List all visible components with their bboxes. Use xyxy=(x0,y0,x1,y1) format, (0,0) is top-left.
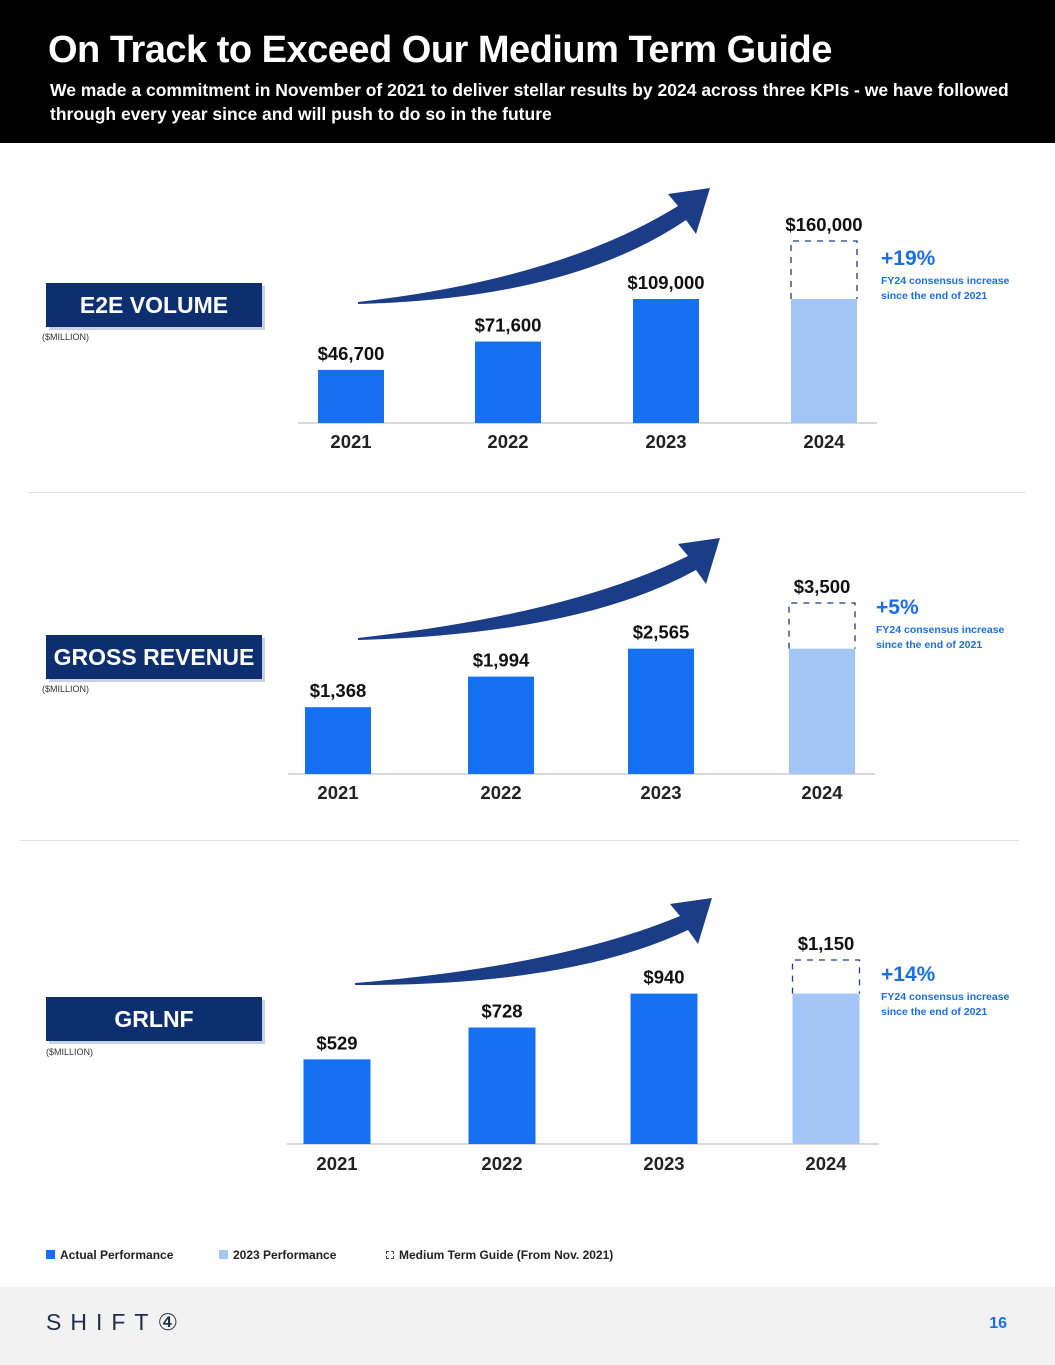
delta-note: FY24 consensus increase xyxy=(876,624,1005,636)
legend-swatch-guide xyxy=(386,1251,394,1259)
bar-2022 xyxy=(468,1027,536,1144)
category-label: 2024 xyxy=(801,782,843,803)
growth-arrow xyxy=(358,188,710,304)
medium-term-guide-box xyxy=(791,959,861,994)
bar-2022 xyxy=(475,341,541,423)
medium-term-guide-box xyxy=(790,240,858,300)
section-divider xyxy=(28,492,1026,493)
delta-note: since the end of 2021 xyxy=(881,290,987,302)
category-label: 2024 xyxy=(803,431,845,452)
bar-2024 xyxy=(791,299,857,423)
shift4-logo: SHIFT④ xyxy=(46,1309,188,1335)
unit-label-e2e-volume: ($MILLION) xyxy=(42,332,90,342)
bar-2023 xyxy=(630,993,698,1144)
legend-label-2023-performance: 2023 Performance xyxy=(233,1248,337,1262)
bar-2024 xyxy=(792,993,860,1144)
header-banner: On Track to Exceed Our Medium Term Guide… xyxy=(0,0,1055,143)
bar-value-label: $529 xyxy=(316,1032,357,1053)
gross-revenue-chart: $1,368 2021 $1,994 2022 $2,565 2023 $3,500 2024… xyxy=(288,538,1005,803)
bar-value-label: $1,368 xyxy=(310,680,367,701)
legend-item-actual: Actual Performance xyxy=(46,1247,173,1263)
bar-value-label: $1,150 xyxy=(798,933,855,954)
section-divider xyxy=(20,840,1019,841)
delta-percent: +5% xyxy=(876,596,919,619)
category-label: 2021 xyxy=(330,431,371,452)
delta-note: since the end of 2021 xyxy=(881,1006,987,1018)
category-label: 2022 xyxy=(481,1153,522,1174)
delta-note: FY24 consensus increase xyxy=(881,991,1010,1003)
category-label: 2022 xyxy=(487,431,528,452)
delta-note: since the end of 2021 xyxy=(876,639,982,651)
unit-label-grlnf: ($MILLION) xyxy=(46,1047,94,1057)
bar-value-label: $109,000 xyxy=(627,272,704,293)
category-label: 2023 xyxy=(645,431,686,452)
growth-arrow xyxy=(355,898,712,986)
e2e-volume-chart: $46,700 2021 $71,600 2022 $109,000 2023 $160,0… xyxy=(298,188,1010,452)
category-label: 2023 xyxy=(640,782,681,803)
delta-percent: +14% xyxy=(881,963,936,986)
grlnf-chart: $529 2021 $728 2022 $940 2023 $1,150 2024 +14% FY… xyxy=(287,898,1010,1174)
legend-item-2023-performance: 2023 Performance xyxy=(219,1247,336,1263)
unit-label-gross-revenue: ($MILLION) xyxy=(42,684,90,694)
category-label: 2022 xyxy=(480,782,521,803)
bar-2023 xyxy=(633,299,699,423)
bar-value-label: $1,994 xyxy=(473,650,530,671)
delta-percent: +19% xyxy=(881,247,936,270)
bar-2021 xyxy=(305,707,371,774)
bar-value-label: $3,500 xyxy=(794,576,851,597)
bar-2024 xyxy=(789,648,855,774)
legend-swatch-actual xyxy=(46,1250,55,1259)
kpi-label-grlnf: GRLNF xyxy=(46,997,262,1041)
page-number: 16 xyxy=(989,1315,1007,1332)
category-label: 2021 xyxy=(316,1153,357,1174)
kpi-label-gross-revenue: GROSS REVENUE xyxy=(46,635,262,679)
delta-note: FY24 consensus increase xyxy=(881,275,1010,287)
medium-term-guide-box xyxy=(788,602,856,649)
legend-label-guide: Medium Term Guide (From Nov. 2021) xyxy=(399,1248,614,1262)
bar-2021 xyxy=(318,369,384,423)
bar-value-label: $2,565 xyxy=(633,622,690,643)
legend-label-actual: Actual Performance xyxy=(60,1248,174,1262)
bar-2021 xyxy=(303,1059,371,1144)
growth-arrow xyxy=(358,538,720,640)
bar-value-label: $46,700 xyxy=(318,343,385,364)
footer: SHIFT④ 16 xyxy=(0,1287,1055,1365)
bar-2022 xyxy=(468,676,534,774)
bar-2023 xyxy=(628,648,694,774)
bar-value-label: $160,000 xyxy=(785,214,862,235)
bar-value-label: $71,600 xyxy=(475,315,542,336)
kpi-label-e2e-volume: E2E VOLUME xyxy=(46,283,262,327)
category-label: 2021 xyxy=(317,782,358,803)
category-label: 2023 xyxy=(643,1153,684,1174)
legend-swatch-2023-performance xyxy=(219,1250,228,1259)
bar-value-label: $940 xyxy=(643,967,684,988)
page-title: On Track to Exceed Our Medium Term Guide xyxy=(48,29,832,71)
legend-item-guide: Medium Term Guide (From Nov. 2021) xyxy=(386,1247,613,1263)
category-label: 2024 xyxy=(805,1153,847,1174)
bar-value-label: $728 xyxy=(481,1001,522,1022)
page-subtitle: We made a commitment in November of 2021… xyxy=(50,80,1009,124)
